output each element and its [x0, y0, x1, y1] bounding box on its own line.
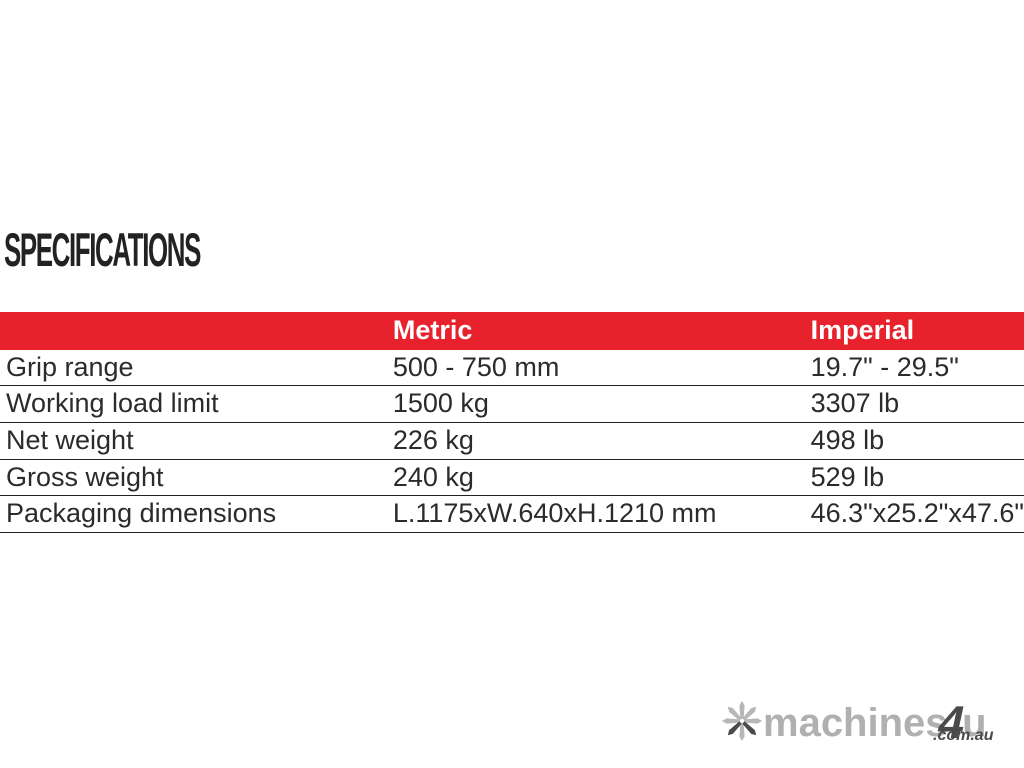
svg-text:SPECIFICATIONS: SPECIFICATIONS [4, 230, 201, 276]
